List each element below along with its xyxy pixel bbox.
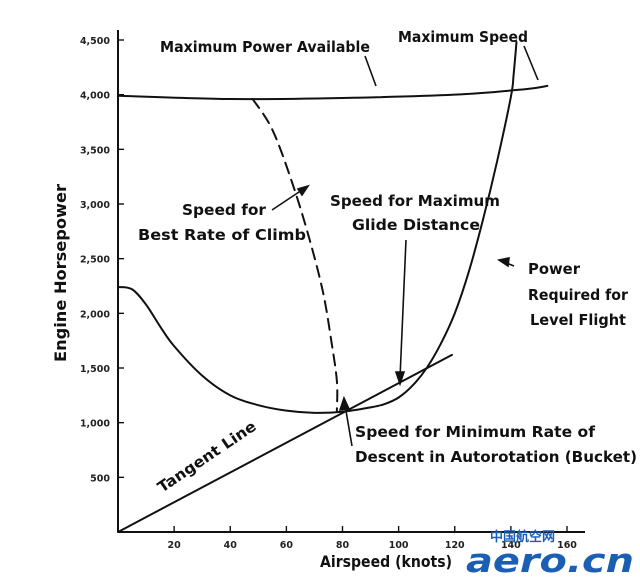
x-tick-label: 120: [445, 540, 465, 551]
label-power-required-line1: Power: [528, 260, 581, 278]
arrow-min-rate-descent: [344, 404, 353, 447]
label-maximum-power-available: Maximum Power Available: [160, 38, 370, 56]
label-power-required-line3: Level Flight: [530, 311, 626, 329]
label-max-glide-distance-line2: Glide Distance: [352, 216, 480, 234]
y-tick-label: 1,500: [80, 364, 110, 375]
arrow-max-glide-distance: [399, 239, 407, 379]
arrowhead-max-glide-distance: [394, 371, 406, 387]
label-best-rate-of-climb-line2: Best Rate of Climb: [138, 226, 306, 244]
x-axis-label: Airspeed (knots): [320, 552, 452, 571]
label-power-required-line2: Required for: [528, 286, 629, 304]
y-tick-label: 500: [90, 473, 110, 484]
x-tick-label: 20: [168, 540, 182, 551]
label-min-rate-descent-line2: Descent in Autorotation (Bucket): [355, 448, 637, 466]
aero-cn-watermark-logo: 中国航空网 aero.cn: [466, 529, 634, 577]
y-tick-label: 2,500: [80, 255, 110, 266]
x-tick-label: 80: [336, 540, 350, 551]
arrowhead-min-rate-descent: [338, 395, 351, 411]
series-max-power-available-line: [117, 84, 549, 101]
x-tick-label: 40: [224, 540, 238, 551]
y-tick-label: 4,000: [80, 91, 110, 102]
arrowhead-best-rate-of-climb: [296, 184, 310, 197]
series-best-rate-of-climb-dashed-line: [251, 98, 339, 412]
chart-axes: [117, 30, 585, 533]
label-max-glide-distance-line1: Speed for Maximum: [330, 192, 500, 210]
axis-ticks: 20 40 60 80 100 120 140 160 500 1,000 1,500 2,000 2,…: [80, 36, 577, 551]
arrow-maximum-speed: [523, 45, 539, 81]
y-tick-label: 3,000: [80, 200, 110, 211]
y-axis-label: Engine Horsepower: [51, 184, 70, 362]
y-tick-label: 4,500: [80, 36, 110, 47]
y-tick-label: 3,500: [80, 145, 110, 156]
x-tick-label: 160: [557, 540, 577, 551]
chart-series: [117, 41, 549, 533]
x-tick-label: 140: [501, 540, 521, 551]
arrowhead-power-required: [496, 256, 510, 268]
y-tick-label: 1,000: [80, 419, 110, 430]
series-tangent-line: [117, 353, 453, 533]
watermark-chinese-text: 中国航空网: [490, 529, 555, 545]
arrow-max-power-available: [364, 55, 377, 87]
x-tick-label: 60: [280, 540, 294, 551]
x-tick-label: 100: [389, 540, 409, 551]
label-best-rate-of-climb-line1: Speed for: [182, 201, 267, 219]
series-power-required-curve: [117, 41, 518, 414]
chart-annotations: Maximum Power Available Maximum Speed Sp…: [138, 28, 637, 496]
y-tick-label: 2,000: [80, 309, 110, 320]
label-min-rate-descent-line1: Speed for Minimum Rate of: [355, 423, 595, 441]
annotation-arrows: [271, 45, 539, 447]
label-maximum-speed: Maximum Speed: [398, 28, 528, 46]
watermark-site-text: aero.cn: [466, 541, 634, 577]
